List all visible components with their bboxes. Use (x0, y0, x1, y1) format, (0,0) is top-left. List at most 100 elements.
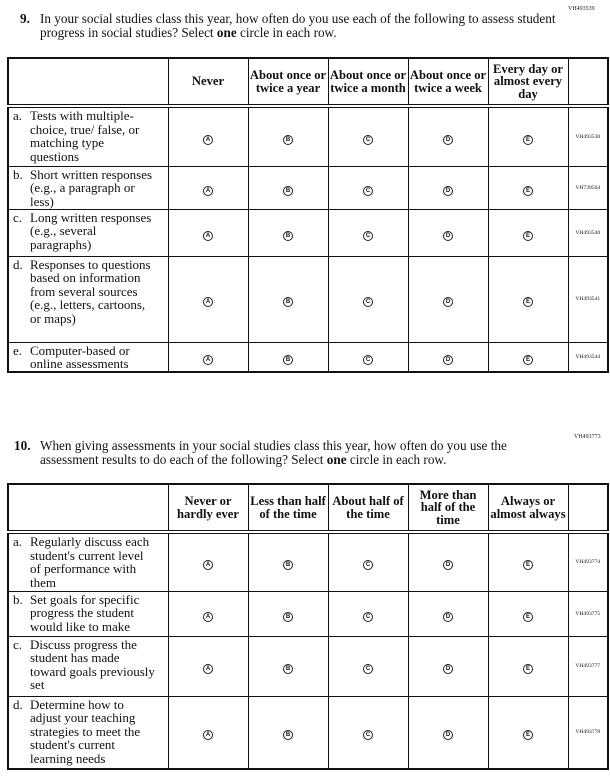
answer-cell: A (167, 341, 249, 373)
answer-cell: C (327, 341, 409, 373)
answer-bubble-c[interactable]: C (363, 611, 373, 622)
row-label: a. Regularly discuss each student's curre… (7, 531, 169, 592)
row-label: c. Discuss progress the student has made … (7, 635, 169, 697)
answer-cell: C (327, 208, 409, 257)
answer-bubble-b[interactable]: B (283, 730, 293, 741)
answer-bubble-c[interactable]: C (363, 664, 373, 674)
column-header: Never (167, 57, 249, 107)
answer-bubble-a[interactable]: A (203, 230, 213, 241)
answer-cell: E (487, 531, 569, 592)
answer-bubble-a[interactable]: A (203, 730, 213, 741)
answer-bubble-e[interactable]: E (523, 664, 533, 674)
table-row: b. Set goals for specific progress the st… (7, 590, 609, 637)
item-code: VH493775 (567, 590, 609, 637)
row-text: Determine how to adjust your teaching st… (30, 696, 141, 766)
answer-cell: A (167, 208, 249, 257)
row-label: d. Responses to questions based on inform… (7, 255, 169, 343)
table-row: d. Determine how to adjust your teaching … (7, 695, 609, 770)
answer-cell: D (407, 590, 489, 637)
answer-bubble-d[interactable]: D (443, 354, 453, 365)
answer-bubble-d[interactable]: D (443, 560, 453, 571)
answer-bubble-b[interactable]: B (283, 185, 293, 196)
table-row: c. Long written responses (e.g., several … (7, 208, 609, 257)
question-text: When giving assessments in your social s… (40, 438, 507, 467)
answer-cell: D (407, 341, 489, 373)
answer-cell: C (327, 165, 409, 210)
header-blank (7, 57, 169, 107)
answer-cell: D (407, 635, 489, 697)
answer-bubble-d[interactable]: D (443, 185, 453, 196)
answer-bubble-d[interactable]: D (443, 297, 453, 307)
answer-bubble-b[interactable]: B (283, 297, 293, 307)
answer-bubble-e[interactable]: E (523, 185, 533, 196)
answer-cell: C (327, 105, 409, 167)
header-blank (567, 483, 609, 533)
answer-bubble-e[interactable]: E (523, 354, 533, 365)
row-letter: a. (13, 108, 23, 123)
answer-cell: C (327, 255, 409, 343)
answer-bubble-e[interactable]: E (523, 230, 533, 241)
row-text: Discuss progress the student has made to… (30, 636, 155, 692)
answer-bubble-b[interactable]: B (283, 664, 293, 674)
answer-bubble-d[interactable]: D (443, 730, 453, 741)
row-letter: c. (13, 209, 23, 225)
answer-cell: E (487, 341, 569, 373)
answer-cell: D (407, 208, 489, 257)
answer-cell: B (247, 695, 329, 770)
answer-cell: B (247, 635, 329, 697)
answer-bubble-a[interactable]: A (203, 611, 213, 622)
answer-bubble-c[interactable]: C (363, 730, 373, 741)
answer-cell: B (247, 165, 329, 210)
answer-cell: A (167, 695, 249, 770)
answer-cell: E (487, 590, 569, 637)
row-letter: b. (13, 166, 23, 182)
answer-bubble-c[interactable]: C (363, 134, 373, 145)
answer-cell: D (407, 105, 489, 167)
answer-bubble-a[interactable]: A (203, 560, 213, 571)
answer-bubble-a[interactable]: A (203, 354, 213, 365)
row-letter: d. (13, 696, 23, 712)
answer-cell: B (247, 208, 329, 257)
answer-cell: C (327, 531, 409, 592)
answer-cell: A (167, 531, 249, 592)
answer-bubble-d[interactable]: D (443, 134, 453, 145)
column-header: Every day or almost every day (487, 57, 569, 107)
answer-bubble-c[interactable]: C (363, 560, 373, 571)
answer-bubble-a[interactable]: A (203, 664, 213, 674)
answer-cell: E (487, 208, 569, 257)
table-row: a. Tests with multiple-choice, true/ fals… (7, 105, 609, 167)
answer-bubble-b[interactable]: B (283, 560, 293, 571)
column-header: About once or twice a year (247, 57, 329, 107)
item-code: VH493544 (567, 341, 609, 373)
answer-bubble-c[interactable]: C (363, 354, 373, 365)
answer-cell: B (247, 105, 329, 167)
answer-bubble-a[interactable]: A (203, 185, 213, 196)
answer-bubble-c[interactable]: C (363, 297, 373, 307)
answer-bubble-e[interactable]: E (523, 560, 533, 571)
answer-bubble-e[interactable]: E (523, 297, 533, 307)
answer-bubble-a[interactable]: A (203, 297, 213, 307)
answer-bubble-d[interactable]: D (443, 230, 453, 241)
answer-bubble-e[interactable]: E (523, 134, 533, 145)
answer-bubble-d[interactable]: D (443, 664, 453, 674)
answer-bubble-b[interactable]: B (283, 134, 293, 145)
answer-bubble-b[interactable]: B (283, 611, 293, 622)
row-label: a. Tests with multiple-choice, true/ fals… (7, 105, 169, 167)
answer-bubble-d[interactable]: D (443, 611, 453, 622)
answer-cell: E (487, 255, 569, 343)
answer-bubble-c[interactable]: C (363, 230, 373, 241)
answer-bubble-b[interactable]: B (283, 354, 293, 365)
table-row: d. Responses to questions based on inform… (7, 255, 609, 343)
answer-bubble-c[interactable]: C (363, 185, 373, 196)
row-text: Tests with multiple-choice, true/ false,… (30, 108, 140, 164)
answer-cell: E (487, 105, 569, 167)
answer-bubble-a[interactable]: A (203, 134, 213, 145)
answer-cell: E (487, 695, 569, 770)
answer-bubble-e[interactable]: E (523, 730, 533, 741)
answer-cell: D (407, 531, 489, 592)
row-text: Short written responses (e.g., a paragra… (30, 166, 153, 209)
answer-bubble-e[interactable]: E (523, 611, 533, 622)
answer-cell: D (407, 165, 489, 210)
answer-cell: A (167, 255, 249, 343)
answer-bubble-b[interactable]: B (283, 230, 293, 241)
